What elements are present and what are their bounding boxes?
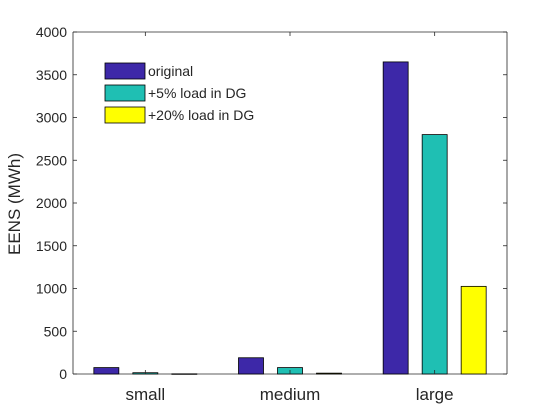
x-tick-label-large: large bbox=[416, 385, 454, 404]
bar-large-1 bbox=[382, 61, 409, 375]
y-tick-label: 1000 bbox=[36, 281, 67, 297]
legend: original +5% load in DG +20% load in DG bbox=[104, 62, 254, 124]
bar-medium-3 bbox=[316, 372, 342, 375]
y-tick-label: 3500 bbox=[36, 67, 67, 83]
y-tick-label: 1500 bbox=[36, 238, 67, 254]
bars-group bbox=[93, 61, 487, 375]
bar-large-3 bbox=[460, 285, 487, 375]
legend-swatch-1 bbox=[104, 62, 146, 80]
y-tick-label: 500 bbox=[44, 323, 68, 339]
legend-swatch-2 bbox=[104, 84, 146, 102]
x-tick-label-medium: medium bbox=[260, 385, 320, 404]
y-tick-label: 3000 bbox=[36, 110, 67, 126]
bar-small-3 bbox=[171, 373, 198, 375]
bar-large-2 bbox=[421, 134, 448, 375]
x-tick-label-small: small bbox=[125, 385, 165, 404]
y-axis-label: EENS (MWh) bbox=[5, 153, 24, 255]
legend-label-3: +20% load in DG bbox=[148, 107, 254, 123]
y-tick-label: 4000 bbox=[36, 24, 67, 40]
legend-label-1: original bbox=[148, 63, 193, 79]
legend-swatch-3 bbox=[104, 106, 146, 124]
y-tick-label: 2500 bbox=[36, 152, 67, 168]
y-axis-ticks: 0 500 1000 1500 2000 2500 3000 3500 4000 bbox=[36, 24, 507, 382]
bar-small-1 bbox=[93, 367, 120, 375]
y-tick-label: 2000 bbox=[36, 195, 67, 211]
y-tick-label: 0 bbox=[59, 366, 67, 382]
legend-label-2: +5% load in DG bbox=[148, 85, 246, 101]
bar-medium-1 bbox=[238, 357, 264, 375]
x-axis-ticks: small medium large bbox=[125, 32, 454, 404]
